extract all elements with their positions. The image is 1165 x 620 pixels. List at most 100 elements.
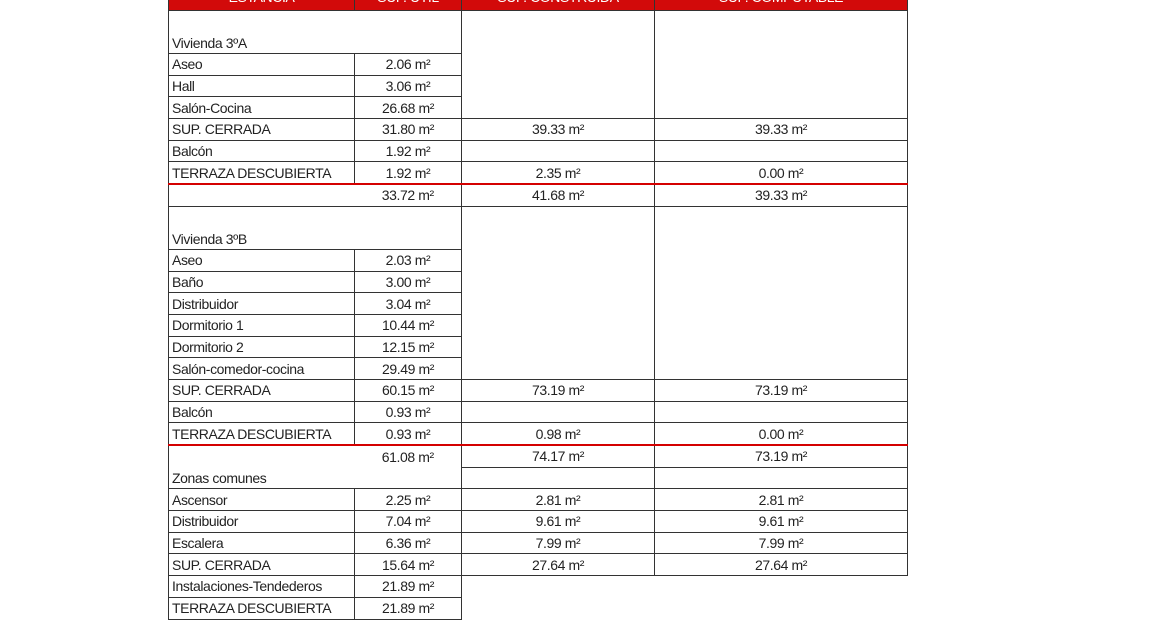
room-row: TERRAZA DESCUBIERTA 21.89 m² xyxy=(168,596,908,620)
blank-cell xyxy=(654,206,908,380)
total-sup-util: 33.72 m² xyxy=(354,184,462,207)
col-header-sup-computable: SUP. COMPUTABLE xyxy=(654,0,908,11)
room-sup-computable: 7.99 m² xyxy=(654,531,908,555)
room-sup-computable: 27.64 m² xyxy=(654,553,908,577)
blank-cell xyxy=(654,10,908,119)
room-sup-construida: 0.98 m² xyxy=(461,422,655,447)
section-title: Vivienda 3ºA xyxy=(168,10,462,54)
room-row: Dormitorio 2 12.15 m² xyxy=(168,335,908,359)
room-row: Dormitorio 1 10.44 m² xyxy=(168,313,908,337)
room-name: Baño xyxy=(168,270,355,294)
total-sup-construida: 41.68 m² xyxy=(461,183,655,207)
room-name: SUP. CERRADA xyxy=(168,118,355,141)
room-name: SUP. CERRADA xyxy=(168,553,355,577)
room-row: Salón-comedor-cocina 29.49 m² xyxy=(168,357,908,380)
sup-cerrada-row: SUP. CERRADA 60.15 m² 73.19 m² 73.19 m² xyxy=(168,378,908,402)
room-sup-util: 3.04 m² xyxy=(354,292,462,315)
total-sup-util: 61.08 m² xyxy=(354,445,462,468)
room-row: Ascensor 2.25 m² 2.81 m² 2.81 m² xyxy=(168,488,908,512)
total-row: 33.72 m² 41.68 m² 39.33 m² xyxy=(168,183,908,207)
room-name: Dormitorio 1 xyxy=(168,313,355,337)
room-sup-util: 15.64 m² xyxy=(354,553,462,577)
room-name: Salón-Cocina xyxy=(168,96,355,120)
section-title: Vivienda 3ºB xyxy=(168,205,462,250)
blank-cell xyxy=(461,466,655,490)
room-row: Salón-Cocina 26.68 m² xyxy=(168,96,908,120)
section-header-row: Vivienda 3ºA xyxy=(168,10,908,119)
blank-cell xyxy=(461,206,655,380)
room-name: Dormitorio 2 xyxy=(168,335,355,359)
room-name: Hall xyxy=(168,74,355,98)
blank-cell xyxy=(462,597,655,619)
room-sup-util: 2.03 m² xyxy=(354,248,462,272)
room-sup-util: 6.36 m² xyxy=(354,531,462,555)
room-sup-util: 21.89 m² xyxy=(354,575,462,598)
room-name: Balcón xyxy=(168,400,355,424)
room-sup-computable: 73.19 m² xyxy=(654,378,908,402)
room-sup-construida: 2.81 m² xyxy=(461,488,655,512)
room-name: Distribuidor xyxy=(168,510,355,533)
blank-cell xyxy=(654,466,908,490)
room-name: Salón-comedor-cocina xyxy=(168,357,355,380)
total-sup-construida: 74.17 m² xyxy=(461,444,655,468)
room-name: TERRAZA DESCUBIERTA xyxy=(168,161,355,186)
sup-cerrada-row: SUP. CERRADA 31.80 m² 39.33 m² 39.33 m² xyxy=(168,118,908,141)
section-title: Zonas comunes xyxy=(168,467,462,489)
total-sup-computable: 39.33 m² xyxy=(654,183,908,207)
room-sup-construida: 27.64 m² xyxy=(461,553,655,577)
room-sup-util: 31.80 m² xyxy=(354,118,462,141)
room-sup-util: 1.92 m² xyxy=(354,139,462,163)
section-header-row: Vivienda 3ºB xyxy=(168,205,908,380)
room-sup-util: 0.93 m² xyxy=(354,400,462,424)
surface-table: ESTANCIA SUP. ÚTIL SUP. CONSTRUIDA SUP. … xyxy=(168,0,908,620)
room-sup-util: 12.15 m² xyxy=(354,335,462,359)
room-name: Aseo xyxy=(168,53,355,76)
blank-cell xyxy=(655,597,908,619)
room-sup-construida: 73.19 m² xyxy=(461,378,655,402)
room-row: Instalaciones-Tendederos 21.89 m² xyxy=(168,575,908,598)
room-row: Baño 3.00 m² xyxy=(168,270,908,294)
room-sup-construida: 7.99 m² xyxy=(461,531,655,555)
col-header-estancia: ESTANCIA xyxy=(168,0,355,11)
room-name: TERRAZA DESCUBIERTA xyxy=(168,596,355,620)
room-row: Escalera 6.36 m² 7.99 m² 7.99 m² xyxy=(168,531,908,555)
blank-cell xyxy=(168,184,355,207)
room-name: Ascensor xyxy=(168,488,355,512)
blank-cell xyxy=(168,445,355,468)
balcon-row: Balcón 0.93 m² xyxy=(168,400,908,424)
room-sup-computable: 0.00 m² xyxy=(654,422,908,447)
room-name: Distribuidor xyxy=(168,292,355,315)
room-sup-util: 7.04 m² xyxy=(354,510,462,533)
terraza-row: TERRAZA DESCUBIERTA 0.93 m² 0.98 m² 0.00 m² xyxy=(168,422,908,447)
room-name: SUP. CERRADA xyxy=(168,378,355,402)
room-sup-construida: 2.35 m² xyxy=(461,161,655,186)
room-sup-computable: 9.61 m² xyxy=(654,510,908,533)
blank-cell xyxy=(655,576,908,598)
balcon-row: Balcón 1.92 m² xyxy=(168,139,908,163)
room-name: TERRAZA DESCUBIERTA xyxy=(168,422,355,447)
room-sup-construida: 9.61 m² xyxy=(461,510,655,533)
terraza-row: TERRAZA DESCUBIERTA 1.92 m² 2.35 m² 0.00 m² xyxy=(168,161,908,186)
blank-cell xyxy=(461,10,655,119)
section-header-row: Zonas comunes xyxy=(168,466,908,490)
room-sup-util: 2.06 m² xyxy=(354,53,462,76)
table-header: ESTANCIA SUP. ÚTIL SUP. CONSTRUIDA SUP. … xyxy=(168,0,908,11)
col-header-sup-util: SUP. ÚTIL xyxy=(354,0,462,11)
room-name: Escalera xyxy=(168,531,355,555)
room-name: Instalaciones-Tendederos xyxy=(168,575,355,598)
room-sup-computable: 0.00 m² xyxy=(654,161,908,186)
col-header-sup-construida: SUP. CONSTRUIDA xyxy=(461,0,655,11)
room-sup-util: 0.93 m² xyxy=(354,422,462,447)
blank-cell xyxy=(654,139,908,163)
room-sup-computable: 2.81 m² xyxy=(654,488,908,512)
room-sup-util: 26.68 m² xyxy=(354,96,462,120)
total-row: 61.08 m² 74.17 m² 73.19 m² xyxy=(168,444,908,468)
room-sup-construida: 39.33 m² xyxy=(461,118,655,141)
blank-cell xyxy=(461,139,655,163)
room-sup-util: 60.15 m² xyxy=(354,378,462,402)
room-sup-util: 3.00 m² xyxy=(354,270,462,294)
blank-cell xyxy=(461,400,655,424)
room-sup-util: 21.89 m² xyxy=(354,596,462,620)
room-sup-computable: 39.33 m² xyxy=(654,118,908,141)
room-row: Distribuidor 7.04 m² 9.61 m² 9.61 m² xyxy=(168,510,908,533)
